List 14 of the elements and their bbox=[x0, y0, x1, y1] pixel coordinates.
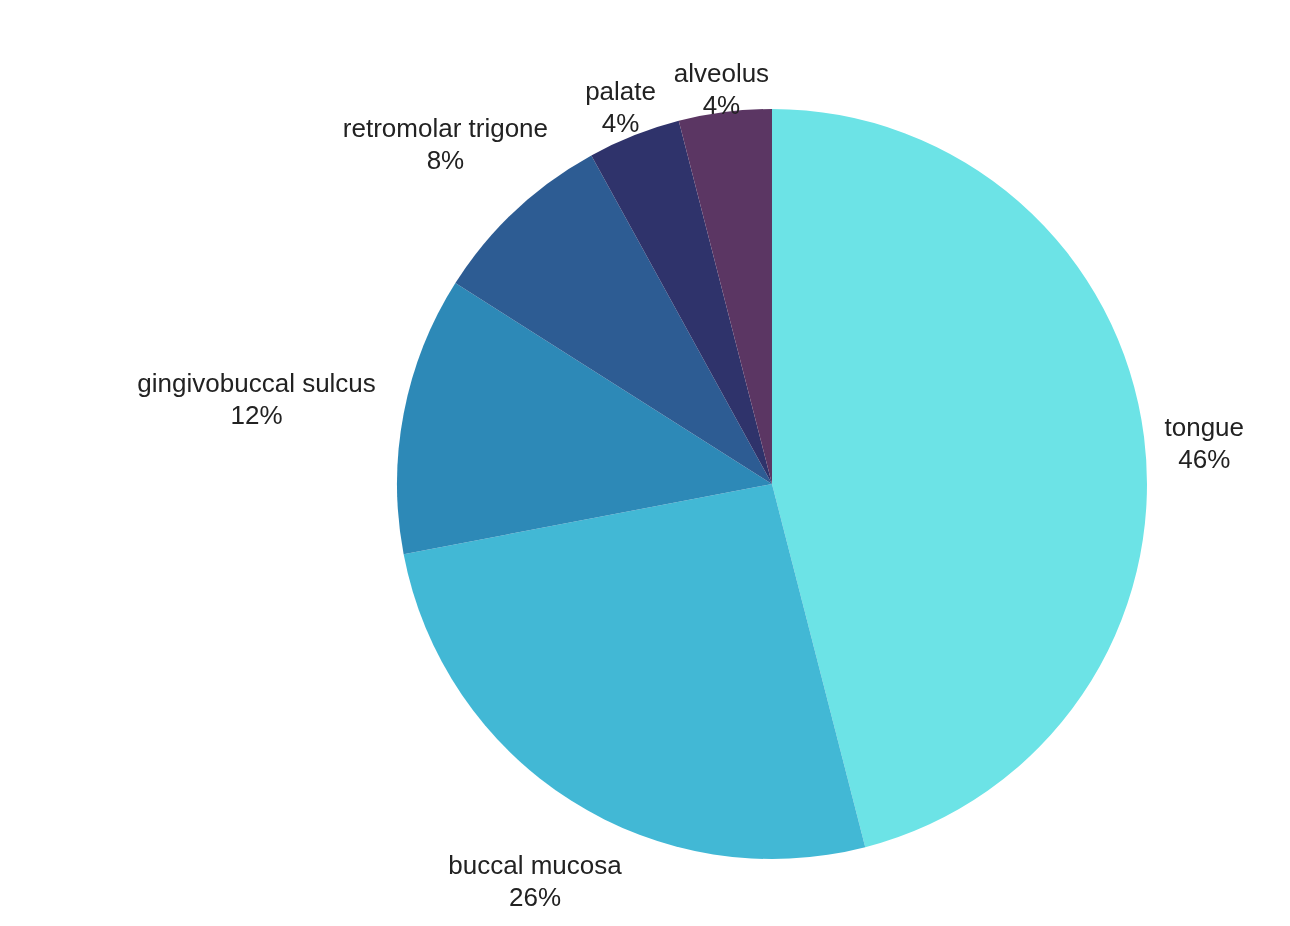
data-label: 4% bbox=[702, 89, 741, 120]
slice-label: alveolus bbox=[673, 57, 770, 88]
slice-label: buccal mucosa bbox=[448, 849, 623, 880]
slice-label: tongue bbox=[1164, 412, 1245, 443]
data-label: 4% bbox=[601, 108, 640, 139]
data-label: 46% bbox=[1178, 444, 1231, 475]
slice-label: palate bbox=[585, 76, 656, 107]
data-label: 12% bbox=[230, 399, 283, 430]
pie-slice bbox=[772, 109, 1147, 848]
pie-slice bbox=[397, 283, 772, 555]
slice-label: retromolar trigone bbox=[342, 112, 549, 143]
data-label: 8% bbox=[426, 144, 465, 175]
slice-label: gingivobuccal sulcus bbox=[137, 367, 376, 398]
data-label: 26% bbox=[508, 881, 562, 912]
